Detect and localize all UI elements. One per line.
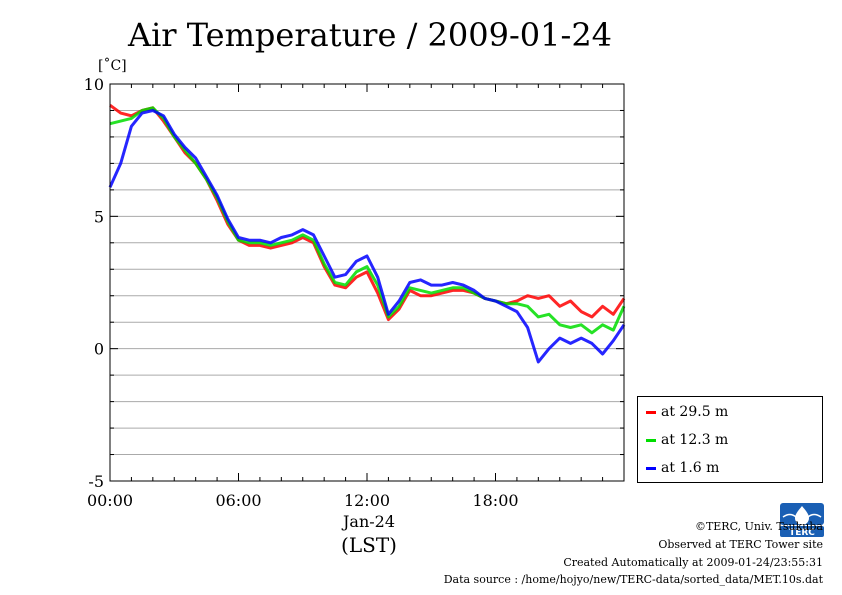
created-text: Created Automatically at 2009-01-24/23:5… xyxy=(563,556,823,569)
x-ticks: 00:00 06:00 12:00 18:00 xyxy=(87,84,625,510)
source-text: Data source : /home/hojyo/new/TERC-data/… xyxy=(443,573,823,586)
y-tick-label: -5 xyxy=(88,472,104,491)
legend-label: at 1.6 m xyxy=(661,460,720,476)
y-tick-label: 5 xyxy=(94,207,104,226)
plot-area xyxy=(110,84,624,481)
series-line-2 xyxy=(108,109,626,364)
legend: at 29.5 m at 12.3 m at 1.6 m xyxy=(637,396,823,483)
y-axis-label: [˚C] xyxy=(98,57,127,74)
x-tick-label: 00:00 xyxy=(87,491,133,510)
legend-item-1-6m: at 1.6 m xyxy=(646,458,719,478)
legend-label: at 12.3 m xyxy=(661,432,729,448)
chart-title: Air Temperature / 2009-01-24 xyxy=(127,16,612,54)
x-tick-label: 12:00 xyxy=(344,491,390,510)
copyright-text: ©TERC, Univ. Tsukuba xyxy=(694,520,823,533)
date-label: Jan-24 xyxy=(341,512,395,531)
logo-text: TERC xyxy=(789,528,815,537)
x-tick-label: 18:00 xyxy=(472,491,518,510)
y-ticks: 10 5 0 -5 xyxy=(84,75,624,491)
terc-logo: TERC xyxy=(780,503,824,537)
site-text: Observed at TERC Tower site xyxy=(658,538,823,551)
legend-swatch-red xyxy=(646,410,656,414)
series-lines xyxy=(108,103,626,364)
legend-label: at 29.5 m xyxy=(661,404,729,420)
x-tick-label: 06:00 xyxy=(215,491,261,510)
legend-item-12-3m: at 12.3 m xyxy=(646,430,728,450)
y-tick-label: 10 xyxy=(84,75,104,94)
legend-swatch-blue xyxy=(646,466,656,470)
legend-item-29-5m: at 29.5 m xyxy=(646,402,728,422)
legend-swatch-green xyxy=(646,438,656,442)
x-axis-label: (LST) xyxy=(341,533,397,557)
y-tick-label: 0 xyxy=(94,340,104,359)
series-line-1 xyxy=(109,106,626,335)
